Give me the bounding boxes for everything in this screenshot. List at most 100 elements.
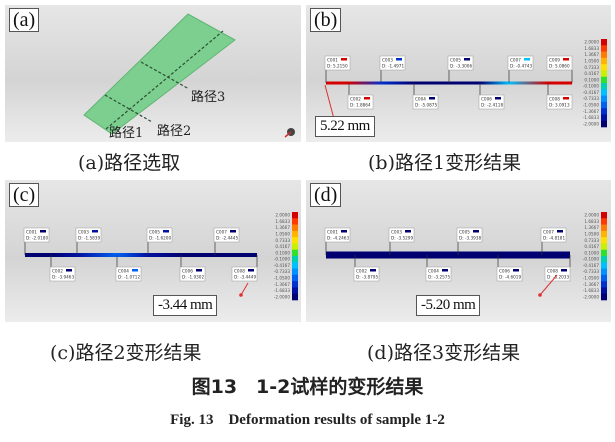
colorbar-segment — [292, 243, 298, 251]
point-color-chip — [524, 58, 530, 61]
point-color-chip — [495, 97, 501, 100]
point-id: C007 — [510, 58, 521, 63]
arrow-head-icon — [239, 293, 243, 297]
path-line-1 — [105, 30, 224, 130]
path-label-2: 路径2 — [157, 124, 192, 139]
point-color-chip — [557, 230, 563, 233]
colorbar-segment — [601, 101, 607, 109]
point-deformation-value: D: -3.8795 — [356, 275, 378, 280]
caption-a: (a)路径选取 — [78, 152, 181, 174]
colorbar-tick-label: 1.3667 — [584, 52, 599, 57]
specimen-plate — [83, 13, 236, 135]
colorbar-tick-label: 1.6833 — [584, 219, 599, 224]
point-color-chip — [513, 269, 519, 272]
point-color-chip — [230, 230, 236, 233]
point-deformation-value: D: -4.8181 — [543, 236, 565, 241]
colorbar-tick-label: -0.1000 — [274, 257, 290, 262]
point-deformation-value: D: -4.2463 — [327, 236, 349, 241]
colorbar-tick-label: -0.7333 — [583, 96, 599, 101]
colorbar-tick-label: -0.7333 — [583, 269, 599, 274]
colorbar-segment — [292, 287, 298, 295]
point-id: C008 — [549, 97, 560, 102]
figure-title-en: Fig. 13 Deformation results of sample 1-… — [170, 412, 445, 428]
colorbar-tick-label: 1.0500 — [584, 59, 599, 64]
point-id: C003 — [382, 58, 393, 63]
colorbar-tick-label: -1.6833 — [274, 288, 290, 293]
colorbar-segment — [292, 249, 298, 257]
colorbar-tick-label: 0.4167 — [584, 244, 599, 249]
path-line-2 — [104, 94, 153, 123]
point-id: C004 — [118, 269, 129, 274]
point-deformation-value: D: -3.3938 — [459, 236, 481, 241]
path-label-3: 路径3 — [191, 90, 226, 105]
colorbar-segment — [292, 293, 298, 301]
point-id: C006 — [182, 269, 193, 274]
colorbar-segment — [601, 64, 607, 71]
colorbar-segment — [292, 237, 298, 244]
caption-b: (b)路径1变形结果 — [368, 152, 522, 174]
colorbar-segment — [601, 83, 607, 90]
point-deformation-value: D: -2.4445 — [216, 236, 238, 241]
colorbar-tick-label: -1.0500 — [583, 276, 599, 281]
point-id: C005 — [450, 58, 461, 63]
colorbar-segment — [601, 218, 607, 225]
colorbar-tick-label: 2.0000 — [584, 213, 599, 218]
point-deformation-value: D: -5.2033 — [547, 275, 569, 280]
panel-a-path-selection: (a) 路径1 路径2 路径3 — [5, 5, 301, 142]
colorbar-segment — [292, 230, 298, 238]
point-color-chip — [196, 269, 202, 272]
point-id: C001 — [327, 230, 338, 235]
point-deformation-value: D: 5.2150 — [327, 64, 348, 69]
colorbar-segment — [601, 95, 607, 103]
point-deformation-value: D: -0.4743 — [510, 64, 532, 69]
colorbar-tick-label: -2.0000 — [583, 294, 599, 299]
colorbar-tick-label: 0.4167 — [584, 71, 599, 76]
colorbar-tick-label: -1.0500 — [583, 103, 599, 108]
panel-tag: (c) — [9, 183, 40, 207]
point-color-chip — [473, 230, 479, 233]
colorbar-tick-label: 0.7333 — [275, 238, 290, 243]
point-deformation-value: D: 1.8864 — [350, 103, 371, 108]
max-deformation-label: 5.22 mm — [315, 116, 375, 137]
point-id: C004 — [428, 269, 439, 274]
point-deformation-value: D: -2.4118 — [481, 103, 503, 108]
colorbar-segment — [292, 256, 298, 263]
point-id: C005 — [149, 230, 160, 235]
point-color-chip — [132, 269, 138, 272]
point-color-chip — [405, 230, 411, 233]
colorbar-tick-label: -0.4167 — [583, 90, 599, 95]
path-deformation-line — [25, 253, 257, 257]
colorbar-tick-label: -1.6833 — [583, 288, 599, 293]
point-id: C004 — [415, 97, 426, 102]
colorbar-segment — [601, 114, 607, 122]
point-color-chip — [341, 230, 347, 233]
point-id: C005 — [459, 230, 470, 235]
colorbar-segment — [601, 89, 607, 96]
max-deformation-label: -3.44 mm — [153, 295, 218, 316]
point-deformation-value: D: -5.0875 — [415, 103, 437, 108]
point-color-chip — [464, 58, 470, 61]
colorbar-tick-label: 1.0500 — [275, 232, 290, 237]
point-id: C001 — [327, 58, 338, 63]
point-id: C002 — [356, 269, 367, 274]
point-id: C002 — [350, 97, 361, 102]
caption-d: (d)路径3变形结果 — [367, 342, 521, 364]
colorbar-segment — [601, 108, 607, 115]
point-id: C002 — [52, 269, 63, 274]
point-id: C003 — [391, 230, 402, 235]
